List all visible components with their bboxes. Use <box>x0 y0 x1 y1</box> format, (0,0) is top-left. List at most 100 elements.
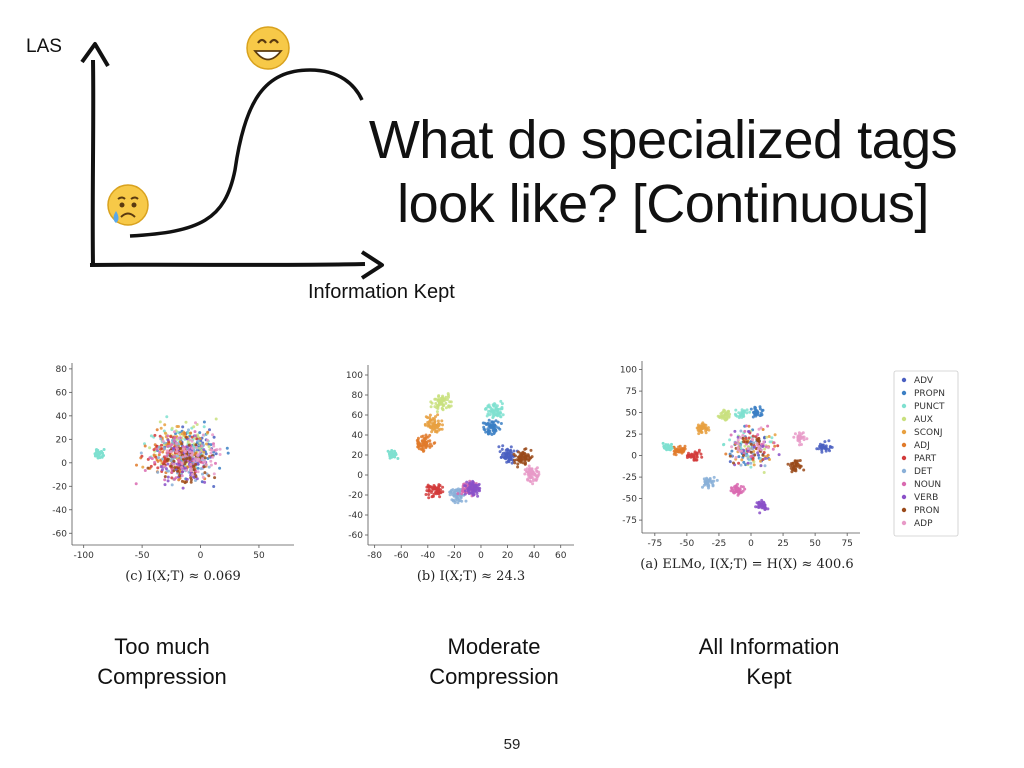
scatter-point <box>140 454 144 458</box>
scatter-point <box>744 463 748 467</box>
scatter-point <box>741 436 745 440</box>
scatter-point <box>423 436 427 440</box>
scatter-point <box>756 451 760 455</box>
legend-marker <box>901 442 907 448</box>
scatter-point <box>737 492 741 496</box>
scatter-point <box>513 461 517 465</box>
scatter-point <box>742 410 746 414</box>
scatter-point <box>167 469 170 473</box>
scatter-point <box>192 475 195 479</box>
scatter-point <box>176 466 180 470</box>
x-tick-label: -25 <box>712 539 727 549</box>
x-tick-label: -50 <box>135 551 150 561</box>
scatter-point <box>218 447 222 451</box>
scatter-point <box>509 448 513 452</box>
scatter-point <box>226 451 230 455</box>
scatter-point <box>166 475 170 479</box>
legend-entry-label: DET <box>914 467 933 477</box>
y-tick-label: 0 <box>631 452 637 462</box>
scatter-point <box>431 486 434 490</box>
plot-axes: -75 -50 -25 0 25 50 75 100 75 50 25 0 -25 -50 -75 <box>620 361 860 549</box>
legend-entry-label: NOUN <box>914 480 941 490</box>
scatter-point <box>161 439 165 443</box>
scatter-point <box>163 475 167 479</box>
scatter-point <box>192 425 196 429</box>
scatter-point <box>687 454 691 458</box>
scatter-point <box>194 446 198 449</box>
scatter-point <box>207 445 211 449</box>
scatter-point <box>483 428 487 432</box>
scatter-point <box>727 415 731 419</box>
x-axis-arrow <box>89 262 366 267</box>
scatter-point <box>766 424 770 428</box>
scatter-point <box>746 461 750 465</box>
scatter-point <box>745 411 749 415</box>
scatter-point <box>457 499 461 503</box>
scatter-point <box>447 404 451 408</box>
scatter-point <box>488 426 492 430</box>
scatter-point <box>424 493 428 496</box>
scatter-point <box>201 475 205 479</box>
scatter-point <box>444 401 448 405</box>
scatter-point <box>453 490 457 494</box>
scatter-point <box>766 446 770 450</box>
scatter-point <box>791 461 795 465</box>
scatter-point <box>198 441 202 445</box>
x-tick-label: 20 <box>502 551 514 561</box>
scatter-point <box>752 410 755 414</box>
scatter-point <box>431 417 435 420</box>
scatter-point <box>697 432 701 436</box>
scatter-point <box>426 424 430 428</box>
legend-entry-label: PART <box>914 454 937 464</box>
scatter-point <box>749 465 753 469</box>
scatter-point <box>415 439 419 442</box>
scatter-point <box>163 423 167 427</box>
scatter-point <box>759 426 763 430</box>
scatter-point <box>799 464 803 468</box>
scatter-point <box>712 475 716 479</box>
y-tick-label: 20 <box>352 451 364 461</box>
scatter-point <box>746 447 750 450</box>
scatter-point <box>439 491 443 495</box>
scatter-point <box>169 464 173 468</box>
scatter-point <box>701 485 704 489</box>
scatter-point <box>499 455 503 459</box>
scatter-point <box>93 454 97 458</box>
scatter-point <box>493 430 497 434</box>
scatter-point <box>460 489 464 493</box>
scatter-point <box>682 446 686 450</box>
scatter-point <box>428 413 432 417</box>
scatter-point <box>206 430 210 434</box>
legend-marker <box>901 507 907 513</box>
scatter-point <box>187 456 191 460</box>
scatter-point <box>166 444 170 448</box>
scatter-point <box>175 450 179 454</box>
scatter-point <box>700 455 704 459</box>
scatter-point <box>471 491 475 495</box>
scatter-point <box>518 456 522 460</box>
scatter-point <box>773 444 777 448</box>
scatter-point <box>739 429 743 433</box>
scatter-point <box>716 414 720 418</box>
scatter-point <box>673 447 677 451</box>
scatter-point <box>182 457 185 461</box>
legend-entry-label: PUNCT <box>914 402 945 412</box>
legend-entry-label: ADV <box>914 376 934 386</box>
scatter-point <box>169 450 173 453</box>
scatter-point <box>465 480 469 484</box>
scatter-point <box>758 445 761 449</box>
scatter-point <box>427 493 431 496</box>
scatter-point <box>445 398 449 402</box>
scatter-point <box>535 469 539 473</box>
scatter-point <box>485 414 489 418</box>
scatter-point <box>200 480 204 484</box>
scatter-point <box>793 432 797 436</box>
scatter-point <box>747 436 751 440</box>
scatter-point <box>201 433 205 437</box>
page-number: 59 <box>503 736 521 753</box>
scatter-point <box>789 466 793 470</box>
plot-subcaption: (c) I(X;T) ≈ 0.069 <box>125 569 241 584</box>
scatter-point <box>429 400 433 404</box>
scatter-point <box>756 505 759 509</box>
scatter-point <box>162 464 166 468</box>
